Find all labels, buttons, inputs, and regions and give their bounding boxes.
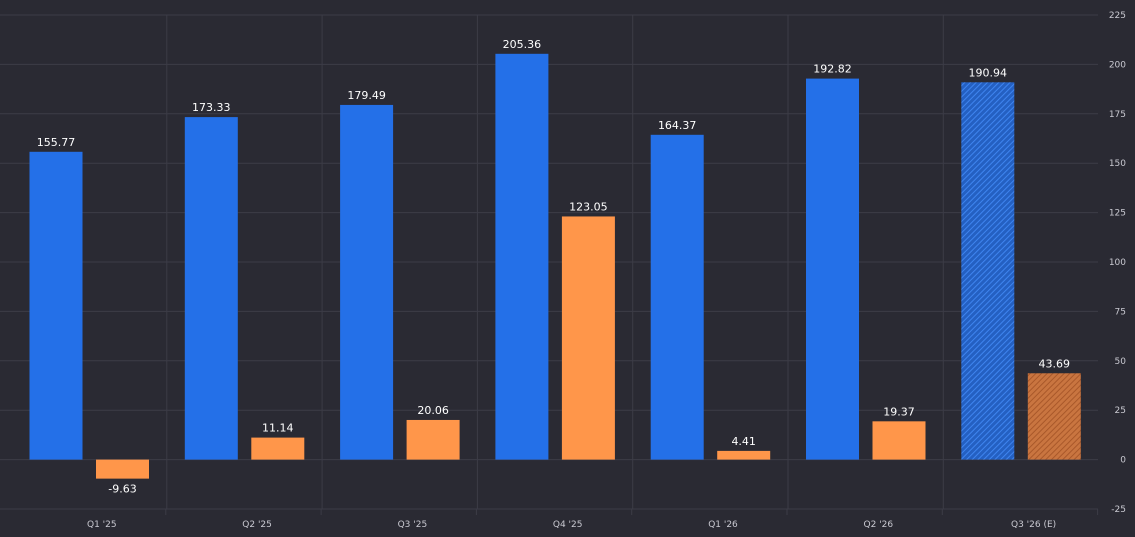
bar-series-2[interactable] [406, 419, 460, 460]
data-label: 123.05 [569, 200, 608, 213]
x-tick-label: Q2 '25 [242, 520, 272, 530]
x-axis: Q1 '25 Q2 '25 Q3 '25 Q4 '25 Q1 '26 Q2 '26 Q3 '… [87, 509, 1099, 530]
data-label: 190.94 [969, 66, 1008, 79]
y-tick-label: 50 [1115, 357, 1127, 367]
x-tick-label: Q4 '25 [553, 520, 583, 530]
y-tick-label: 200 [1109, 60, 1126, 70]
bar-series-2[interactable] [561, 216, 615, 460]
bar-series-1[interactable] [806, 78, 859, 460]
x-tick-label: Q3 '26 (E) [1011, 520, 1056, 530]
data-label: 179.49 [347, 89, 386, 102]
data-label: 173.33 [192, 101, 231, 114]
y-tick-label: 225 [1109, 11, 1126, 21]
y-tick-label: -25 [1111, 505, 1126, 515]
bar-series-2[interactable] [872, 421, 926, 460]
x-tick-label: Q1 '26 [708, 520, 738, 530]
y-axis: -25 0 25 50 75 100 125 150 175 200 225 [1109, 11, 1126, 515]
y-tick-label: 125 [1109, 209, 1126, 219]
y-tick-label: 25 [1115, 406, 1126, 416]
bar-series-2[interactable] [1027, 373, 1081, 460]
data-label: -9.63 [108, 483, 136, 496]
data-label: 155.77 [37, 136, 76, 149]
y-tick-label: 100 [1109, 258, 1126, 268]
x-tick-label: Q1 '25 [87, 520, 117, 530]
grid [0, 14, 1098, 510]
bar-series-2[interactable] [717, 450, 771, 460]
bars [29, 53, 1081, 479]
bar-series-1[interactable] [184, 117, 238, 460]
bar-series-1[interactable] [961, 82, 1015, 460]
data-label: 205.36 [503, 38, 542, 51]
bar-series-1[interactable] [29, 151, 83, 460]
data-label: 20.06 [417, 404, 449, 417]
y-tick-label: 75 [1115, 307, 1126, 317]
bar-series-1[interactable] [650, 134, 704, 460]
x-tick-label: Q2 '26 [863, 520, 893, 530]
x-tick-label: Q3 '25 [398, 520, 428, 530]
data-label: 19.37 [883, 405, 915, 418]
bar-series-1[interactable] [340, 104, 394, 460]
value-labels: 155.77 173.33 179.49 205.36 164.37 192.82 190.… [37, 38, 1070, 496]
data-label: 192.82 [813, 63, 852, 76]
bar-series-1[interactable] [495, 53, 549, 460]
y-tick-label: 175 [1109, 110, 1126, 120]
data-label: 4.41 [731, 435, 756, 448]
bar-series-2[interactable] [251, 437, 305, 460]
data-label: 164.37 [658, 119, 697, 132]
bar-series-2[interactable] [96, 459, 149, 479]
y-tick-label: 150 [1109, 159, 1126, 169]
data-label: 43.69 [1039, 357, 1071, 370]
data-label: 11.14 [262, 422, 294, 435]
y-tick-label: 0 [1120, 456, 1126, 466]
